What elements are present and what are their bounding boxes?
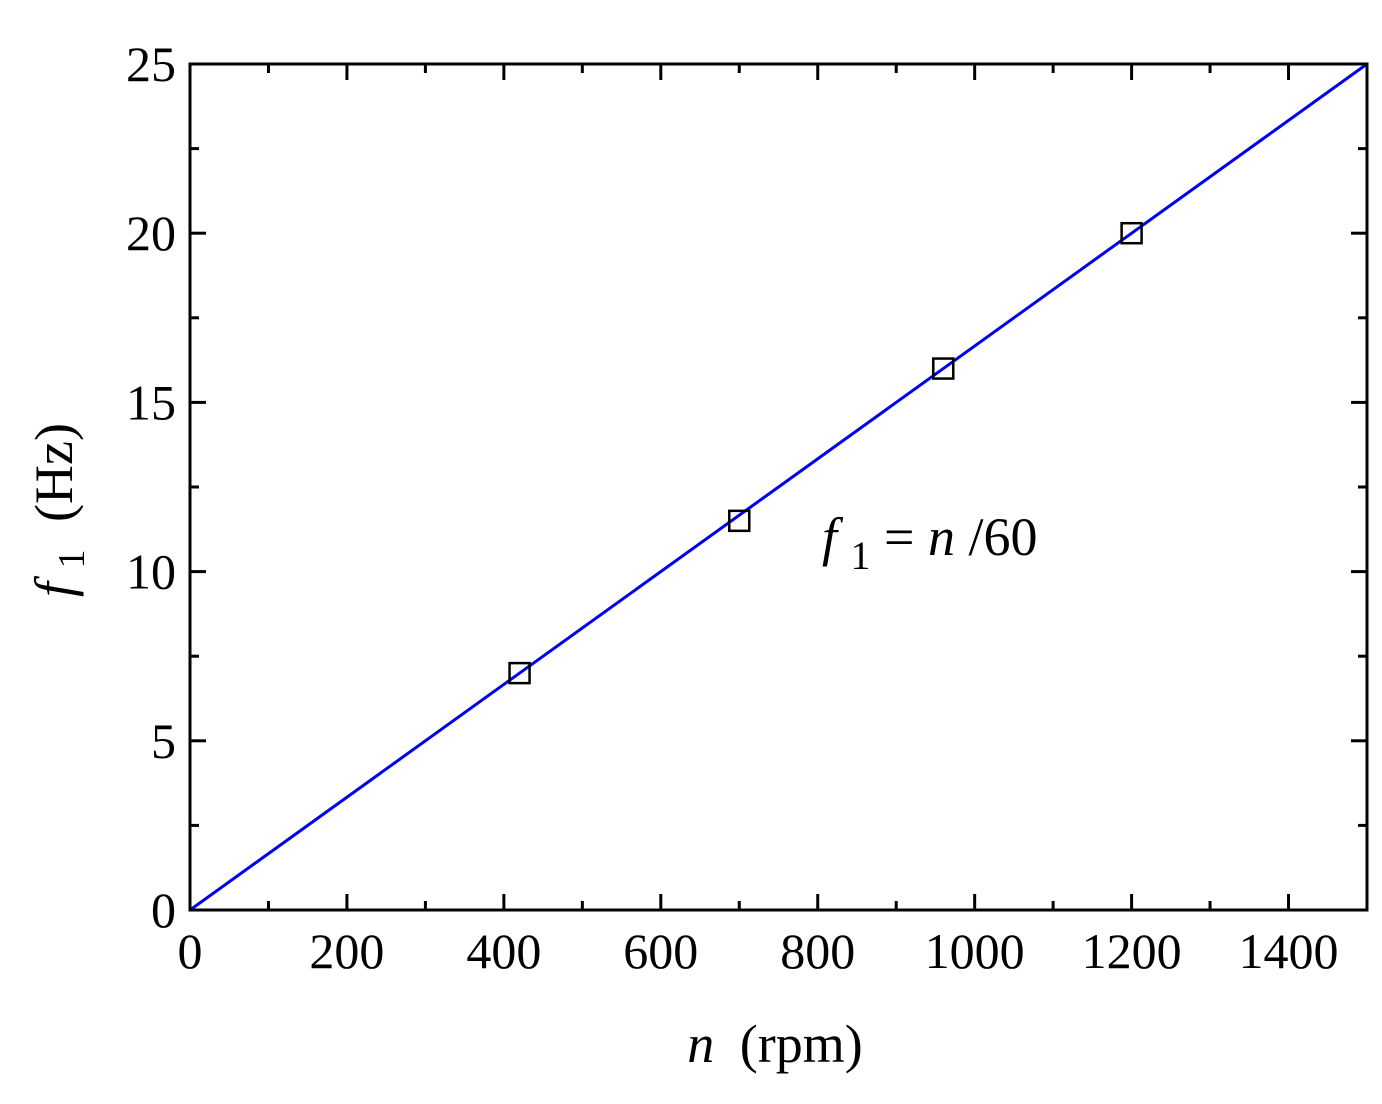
annotation-eq: = (884, 507, 914, 567)
x-tick-label: 0 (178, 923, 203, 979)
y-axis-label: f 1 (Hz) (24, 423, 96, 597)
x-axis-label-unit: (rpm) (740, 1014, 863, 1074)
plot-frame (188, 62, 1369, 912)
x-tick-label: 400 (466, 923, 541, 979)
y-tick-label: 25 (126, 36, 176, 92)
data-markers (508, 221, 1143, 685)
annotation-rhs-var: n (928, 507, 955, 567)
y-tick-label: 0 (151, 882, 176, 938)
data-point-square (728, 509, 751, 533)
y-axis-label-sub: 1 (51, 549, 93, 568)
x-tick-label: 1000 (925, 923, 1025, 979)
data-point-square (1120, 221, 1143, 245)
fit-line (189, 62, 1368, 912)
y-tick-label: 20 (126, 205, 176, 261)
annotation-var: f (822, 507, 844, 567)
annotation-sub: 1 (851, 533, 871, 578)
annotation-rhs-rest: /60 (968, 507, 1037, 567)
x-tick-label: 1200 (1082, 923, 1182, 979)
data-point-square (932, 357, 955, 380)
y-tick-label: 5 (151, 713, 176, 769)
ticks (188, 62, 1369, 912)
y-tick-label: 15 (126, 374, 176, 430)
tick-labels: 0 200 400 600 800 1000 1200 1400 0 5 10 15 20 25 (126, 36, 1339, 979)
fit-equation-annotation: f 1 = n /60 (822, 507, 1038, 581)
data-point-square (508, 661, 531, 685)
y-axis-label-var: f (24, 575, 84, 597)
y-tick-label: 10 (126, 544, 176, 600)
x-tick-label: 800 (780, 923, 855, 979)
x-tick-label: 1400 (1239, 923, 1339, 979)
y-axis-label-unit: (Hz) (24, 423, 84, 522)
x-axis-label-var: n (687, 1014, 714, 1074)
x-tick-label: 600 (623, 923, 698, 979)
x-tick-label: 200 (309, 923, 384, 979)
x-axis-label: n (rpm) (687, 1014, 862, 1074)
